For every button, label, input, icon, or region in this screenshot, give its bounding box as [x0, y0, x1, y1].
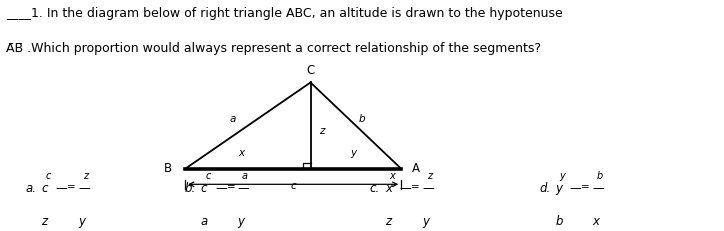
Text: —: —	[215, 182, 227, 195]
Text: —: —	[570, 182, 581, 195]
Text: =: =	[227, 182, 235, 192]
Text: y: y	[350, 148, 357, 158]
Text: —: —	[592, 182, 604, 195]
Text: a: a	[230, 114, 236, 124]
Text: c: c	[46, 171, 51, 181]
Text: a: a	[242, 171, 248, 181]
Text: c.: c.	[369, 182, 379, 195]
Text: b: b	[359, 114, 366, 124]
Text: C: C	[306, 64, 315, 77]
Text: a.: a.	[25, 182, 36, 195]
Text: =: =	[67, 182, 76, 192]
Text: y: y	[555, 182, 563, 195]
Text: —: —	[400, 182, 411, 195]
Text: —: —	[78, 182, 90, 195]
Text: y: y	[78, 215, 85, 228]
Text: B: B	[164, 162, 172, 175]
Text: =: =	[581, 182, 590, 192]
Text: —: —	[56, 182, 67, 195]
Text: z: z	[319, 126, 324, 136]
Text: d.: d.	[539, 182, 551, 195]
Text: x: x	[385, 182, 392, 195]
Text: b: b	[555, 215, 563, 228]
Text: x: x	[592, 215, 599, 228]
Text: z: z	[41, 215, 47, 228]
Text: c: c	[41, 182, 48, 195]
Text: z: z	[83, 171, 88, 181]
Text: y: y	[560, 171, 565, 181]
Text: =: =	[411, 182, 420, 192]
Text: c: c	[205, 171, 211, 181]
Text: —: —	[237, 182, 249, 195]
Text: y: y	[422, 215, 429, 228]
Text: z: z	[385, 215, 391, 228]
Text: —: —	[422, 182, 434, 195]
Text: c: c	[290, 181, 296, 191]
Text: b: b	[597, 171, 602, 181]
Text: b.: b.	[185, 182, 196, 195]
Text: ____1. In the diagram below of right triangle ABC, an altitude is drawn to the h: ____1. In the diagram below of right tri…	[6, 7, 563, 20]
Text: a: a	[201, 215, 208, 228]
Text: z: z	[426, 171, 432, 181]
Text: c: c	[201, 182, 207, 195]
Text: x: x	[390, 171, 395, 181]
Text: A: A	[412, 162, 420, 175]
Text: ĀB̄ .Which proportion would always represent a correct relationship of the segm: ĀB̄ .Which proportion would always repr…	[6, 42, 541, 55]
Text: y: y	[237, 215, 245, 228]
Text: x: x	[238, 148, 245, 158]
